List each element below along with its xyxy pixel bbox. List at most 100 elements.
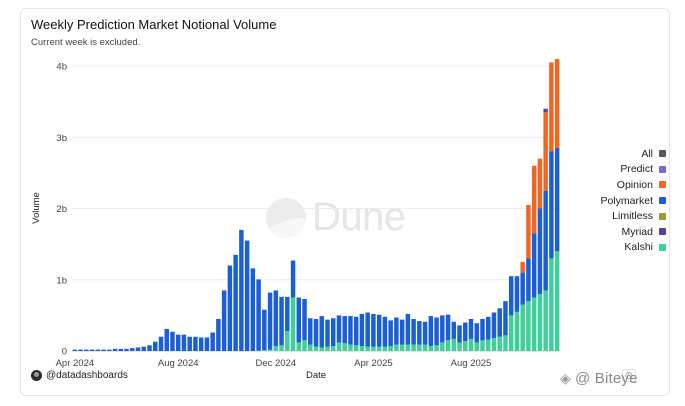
watermark-text: @ Biteye	[574, 370, 638, 387]
bar-segment-kalshi	[503, 335, 508, 351]
user-avatar-icon	[31, 370, 42, 381]
bar-segment-polymarket	[445, 314, 451, 341]
bar-segment-polymarket	[463, 322, 468, 342]
bar-segment-polymarket	[107, 349, 112, 351]
bar-segment-polymarket	[480, 318, 485, 341]
chart-options-button[interactable]: ◷	[622, 369, 636, 382]
y-tick-label: 4b	[56, 62, 67, 73]
bar-segment-polymarket	[262, 309, 267, 351]
legend-item-polymarket[interactable]: Polymarket	[590, 193, 666, 209]
bar-segment-kalshi	[497, 336, 502, 351]
bar-segment-polymarket	[244, 240, 250, 351]
bar-segment-polymarket	[325, 319, 330, 347]
bar-segment-polymarket	[531, 233, 537, 298]
bar-segment-kalshi	[514, 311, 520, 351]
legend-item-kalshi[interactable]: Kalshi	[590, 240, 666, 256]
bar-segment-polymarket	[434, 317, 439, 346]
chart-subtitle: Current week is excluded.	[31, 37, 141, 48]
bar-segment-kalshi	[474, 342, 479, 351]
legend-item-opinion[interactable]: Opinion	[590, 177, 666, 193]
bar-segment-polymarket	[514, 276, 520, 312]
bar-segment-polymarket	[124, 348, 129, 351]
bar-segment-polymarket	[72, 349, 78, 351]
bar-segment-polymarket	[204, 337, 210, 351]
bar-segment-polymarket	[175, 334, 181, 351]
bar-segment-kalshi	[451, 338, 457, 351]
bar-segment-kalshi	[440, 342, 445, 351]
bar-segment-polymarket	[233, 254, 238, 351]
x-axis-title: Date	[306, 370, 326, 381]
bar-segment-polymarket	[256, 279, 261, 351]
bar-segment-kalshi	[394, 344, 399, 351]
bar-segment-polymarket	[84, 349, 89, 351]
y-axis-title: Volume	[31, 192, 42, 224]
bar-segment-kalshi	[491, 338, 497, 351]
legend-swatch	[659, 243, 666, 251]
bar-segment-kalshi	[302, 340, 307, 351]
bar-segment-polymarket	[399, 319, 405, 345]
bar-segment-polymarket	[486, 316, 491, 340]
bar-segment-polymarket	[112, 348, 118, 351]
bar-segment-kalshi	[554, 251, 560, 351]
x-tick-label: Apr 2025	[354, 358, 393, 369]
x-tick-label: Apr 2024	[56, 358, 95, 369]
bar-segment-polymarket	[290, 260, 296, 298]
legend-item-limitless[interactable]: Limitless	[590, 208, 666, 224]
bar-segment-polymarket	[130, 348, 135, 351]
bar-segment-kalshi	[365, 346, 370, 351]
bar-segment-polymarket	[474, 323, 479, 343]
bar-segment-polymarket	[239, 229, 244, 352]
bar-segment-polymarket	[267, 292, 273, 350]
bar-segment-kalshi	[468, 338, 474, 351]
bar-segment-kalshi	[411, 344, 416, 351]
bar-segment-polymarket	[279, 296, 284, 346]
bar-segment-opinion	[554, 58, 560, 148]
bar-segment-polymarket	[101, 349, 106, 351]
bar-segment-kalshi	[376, 346, 382, 351]
bar-segment-polymarket	[302, 298, 307, 341]
bar-segment-kalshi	[463, 341, 468, 351]
chart-legend: All Predict Opinion Polymarket Limitless Myri…	[590, 146, 666, 255]
legend-item-all[interactable]: All	[590, 146, 666, 162]
bar-segment-kalshi	[325, 346, 330, 351]
bar-segment-kalshi	[296, 342, 302, 351]
legend-item-predict[interactable]: Predict	[590, 162, 666, 178]
legend-swatch	[659, 150, 666, 158]
x-tick-label: Aug 2025	[451, 358, 492, 369]
bar-segment-polymarket	[382, 316, 388, 347]
bar-segment-kalshi	[290, 297, 296, 351]
bar-segment-polymarket	[330, 318, 336, 347]
bar-segment-polymarket	[554, 147, 560, 252]
bar-segment-polymarket	[285, 296, 290, 332]
author-credit[interactable]: @datadashboards	[31, 370, 128, 381]
bar-segment-kalshi	[262, 350, 267, 351]
bar-segment-polymarket	[78, 349, 83, 351]
bar-segment-kalshi	[319, 347, 324, 351]
x-tick-label: Dec 2024	[255, 358, 296, 369]
y-tick-label: 3b	[56, 133, 67, 144]
dune-wordmark: Dune	[312, 195, 406, 239]
legend-swatch	[659, 181, 666, 189]
x-tick-label: Aug 2024	[158, 358, 199, 369]
bar-segment-polymarket	[537, 208, 543, 294]
legend-label: Polymarket	[600, 194, 653, 207]
bar-segment-opinion	[531, 165, 537, 234]
bar-segment-kalshi	[543, 290, 548, 351]
legend-swatch	[659, 197, 666, 205]
bar-segment-polymarket	[428, 316, 434, 347]
bar-segment-kalshi	[279, 345, 284, 351]
bar-segment-myriad	[543, 108, 548, 113]
dune-logo-icon: Dune	[266, 195, 406, 240]
bar-segment-polymarket	[319, 316, 324, 348]
bar-segment-polymarket	[411, 318, 416, 345]
bar-segment-polymarket	[543, 190, 548, 291]
biteye-watermark: ◈ @ Biteye	[560, 370, 638, 387]
bar-segment-kalshi	[486, 339, 491, 351]
legend-label: Limitless	[612, 210, 653, 223]
legend-item-myriad[interactable]: Myriad	[590, 224, 666, 240]
bar-segment-opinion	[537, 158, 543, 209]
legend-label: All	[641, 147, 653, 160]
bar-segment-polymarket	[491, 312, 497, 339]
bar-segment-polymarket	[308, 318, 313, 345]
